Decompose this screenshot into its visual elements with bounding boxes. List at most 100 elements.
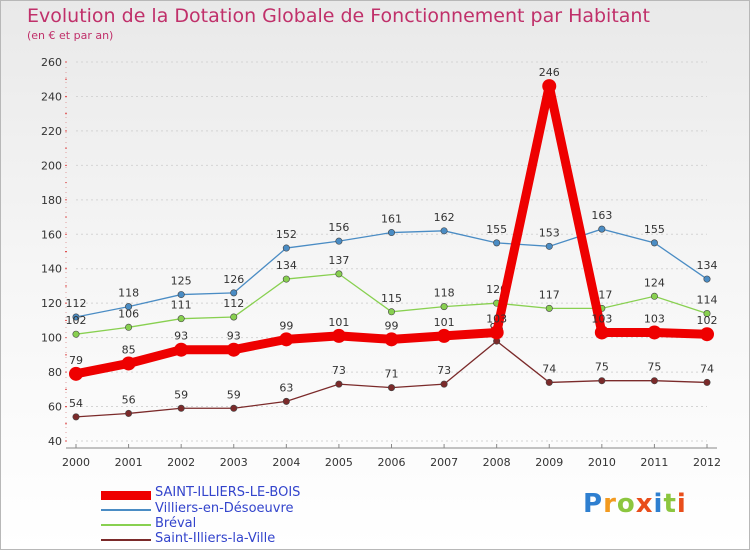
proxiti-logo: Proxiti xyxy=(583,489,687,519)
data-point xyxy=(700,327,714,342)
x-tick-label: 2002 xyxy=(167,456,195,469)
data-label: 71 xyxy=(385,368,399,381)
data-point xyxy=(282,244,290,252)
y-tick-label: 120 xyxy=(41,297,62,310)
y-tick-label: 160 xyxy=(41,228,62,241)
y-tick-label: 260 xyxy=(41,56,62,69)
data-point xyxy=(177,315,185,323)
legend-label: Villiers-en-Désoeuvre xyxy=(155,501,294,516)
data-label: 163 xyxy=(591,209,612,222)
y-tick-label: 240 xyxy=(41,90,62,103)
data-label: 137 xyxy=(328,254,349,267)
data-label: 126 xyxy=(223,273,244,286)
data-point xyxy=(650,292,658,300)
data-label: 75 xyxy=(595,361,609,374)
x-tick-label: 2012 xyxy=(693,456,721,469)
data-point xyxy=(72,313,80,321)
x-tick-label: 2004 xyxy=(272,456,300,469)
y-tick-label: 40 xyxy=(48,435,62,448)
data-label: 103 xyxy=(644,312,665,325)
data-label: 115 xyxy=(381,292,402,305)
data-point xyxy=(440,227,448,235)
data-point xyxy=(387,384,395,392)
x-tick-label: 2010 xyxy=(588,456,616,469)
data-point xyxy=(331,328,346,343)
x-tick-label: 2007 xyxy=(430,456,458,469)
data-point xyxy=(230,313,238,321)
data-label: 106 xyxy=(118,307,139,320)
data-point xyxy=(493,239,501,247)
data-point xyxy=(703,275,711,283)
data-point xyxy=(279,332,294,347)
data-label: 246 xyxy=(539,66,560,79)
data-point xyxy=(125,323,133,331)
data-point xyxy=(174,342,189,357)
y-tick-label: 60 xyxy=(48,401,62,414)
data-label: 134 xyxy=(697,259,718,272)
data-label: 118 xyxy=(434,287,455,300)
data-point xyxy=(282,397,290,405)
chart-title: Evolution de la Dotation Globale de Fonc… xyxy=(27,5,650,27)
data-label: 117 xyxy=(539,288,560,301)
data-label: 111 xyxy=(171,299,192,312)
data-point xyxy=(650,377,658,385)
data-point xyxy=(177,404,185,412)
y-tick-label: 200 xyxy=(41,159,62,172)
x-tick-label: 2011 xyxy=(640,456,668,469)
y-tick-label: 100 xyxy=(41,332,62,345)
data-label: 93 xyxy=(174,330,188,343)
data-label: 102 xyxy=(66,314,87,327)
data-label: 162 xyxy=(434,211,455,224)
data-point xyxy=(598,225,606,233)
y-tick-label: 80 xyxy=(48,366,62,379)
data-point xyxy=(335,237,343,245)
data-label: 75 xyxy=(647,361,661,374)
data-point xyxy=(703,310,711,318)
data-point xyxy=(545,242,553,250)
data-point xyxy=(489,325,504,340)
data-point xyxy=(177,291,185,299)
data-label: 93 xyxy=(227,330,241,343)
data-point xyxy=(226,342,241,357)
x-tick-label: 2006 xyxy=(378,456,406,469)
data-point xyxy=(125,303,133,311)
data-point xyxy=(598,377,606,385)
x-tick-label: 2008 xyxy=(483,456,511,469)
chart-subtitle: (en € et par an) xyxy=(27,29,114,42)
data-point xyxy=(387,308,395,316)
y-tick-label: 140 xyxy=(41,263,62,276)
data-label: 102 xyxy=(697,314,718,327)
data-point xyxy=(647,325,662,340)
legend-label: Bréval xyxy=(155,516,197,531)
logo-letter: i xyxy=(653,489,664,519)
y-tick-label: 180 xyxy=(41,194,62,207)
data-point xyxy=(703,378,711,386)
data-point xyxy=(384,332,399,347)
data-label: 59 xyxy=(227,388,241,401)
logo-letter: t xyxy=(663,489,677,519)
data-label: 56 xyxy=(122,393,136,406)
data-point xyxy=(125,409,133,417)
x-tick-label: 2005 xyxy=(325,456,353,469)
data-label: 152 xyxy=(276,228,297,241)
data-label: 101 xyxy=(328,316,349,329)
logo-letter: r xyxy=(603,489,617,519)
data-point xyxy=(542,79,557,94)
data-label: 54 xyxy=(69,397,83,410)
data-point xyxy=(440,380,448,388)
data-label: 103 xyxy=(591,312,612,325)
x-tick-label: 2000 xyxy=(62,456,90,469)
data-label: 118 xyxy=(118,287,139,300)
data-point xyxy=(282,275,290,283)
data-point xyxy=(440,303,448,311)
x-tick-label: 2001 xyxy=(115,456,143,469)
data-label: 103 xyxy=(486,312,507,325)
data-point xyxy=(121,356,136,371)
data-point xyxy=(545,378,553,386)
data-point xyxy=(69,366,83,381)
x-tick-label: 2009 xyxy=(535,456,563,469)
y-tick-label: 220 xyxy=(41,125,62,138)
data-label: 79 xyxy=(69,354,83,367)
data-label: 125 xyxy=(171,275,192,288)
